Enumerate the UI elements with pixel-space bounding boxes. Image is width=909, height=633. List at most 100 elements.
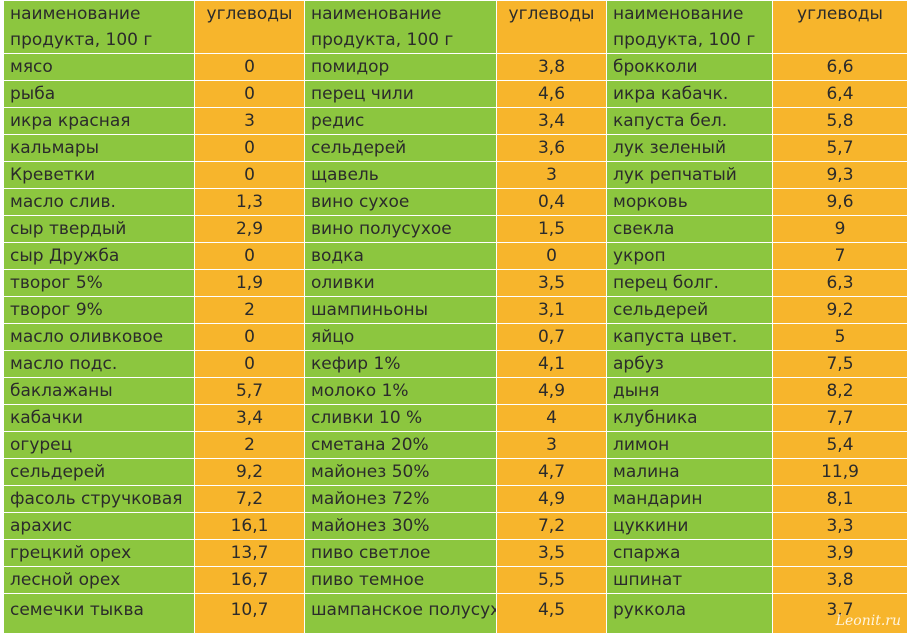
- table-row: арахис 16,1 майонез 30% 7,2 цуккини 3,3: [3, 512, 908, 540]
- product-name-cell: шампанское полусухое: [304, 593, 497, 633]
- product-name-cell: малина: [606, 458, 773, 486]
- carbs-value-cell: 8,1: [772, 485, 908, 513]
- table-row: Креветки 0 щавель 3 лук репчатый 9,3: [3, 161, 908, 189]
- table-row: мясо 0 помидор 3,8 брокколи 6,6: [3, 53, 908, 81]
- carbs-value-cell: 3,7: [772, 593, 908, 633]
- product-name-cell: лесной орех: [3, 566, 195, 594]
- product-name-cell: шампиньоны: [304, 296, 497, 324]
- product-name-cell: семечки тыква: [3, 593, 195, 633]
- carbs-value-cell: 0: [194, 323, 305, 351]
- carbs-value-cell: 3: [496, 431, 607, 459]
- carbs-value-cell: 6,4: [772, 80, 908, 108]
- carbs-value-cell: 9,2: [772, 296, 908, 324]
- carbs-value-cell: 4,5: [496, 593, 607, 633]
- table-row: масло слив. 1,3 вино сухое 0,4 морковь 9,6: [3, 188, 908, 216]
- carbs-value-cell: 2,9: [194, 215, 305, 243]
- header-product-name: наименование продукта, 100 г: [606, 0, 773, 54]
- product-name-cell: творог 9%: [3, 296, 195, 324]
- carbs-value-cell: 11,9: [772, 458, 908, 486]
- product-name-cell: икра красная: [3, 107, 195, 135]
- carbs-value-cell: 7,5: [772, 350, 908, 378]
- product-name-cell: морковь: [606, 188, 773, 216]
- product-name-cell: яйцо: [304, 323, 497, 351]
- product-name-cell: баклажаны: [3, 377, 195, 405]
- product-name-cell: спаржа: [606, 539, 773, 567]
- carbs-value-cell: 6,6: [772, 53, 908, 81]
- carbohydrate-table: наименование продукта, 100 г углеводы на…: [3, 0, 908, 633]
- carbs-value-cell: 1,5: [496, 215, 607, 243]
- product-name-cell: арахис: [3, 512, 195, 540]
- product-name-cell: пиво темное: [304, 566, 497, 594]
- carbs-value-cell: 2: [194, 296, 305, 324]
- carbs-value-cell: 5,7: [194, 377, 305, 405]
- carbs-value-cell: 7: [772, 242, 908, 270]
- product-name-cell: брокколи: [606, 53, 773, 81]
- carbs-value-cell: 4,9: [496, 485, 607, 513]
- product-name-cell: лук репчатый: [606, 161, 773, 189]
- carbs-value-cell: 5,7: [772, 134, 908, 162]
- carbs-value-cell: 5: [772, 323, 908, 351]
- product-name-cell: арбуз: [606, 350, 773, 378]
- watermark: Leonit.ru: [835, 613, 901, 629]
- product-name-cell: помидор: [304, 53, 497, 81]
- carbs-value-cell: 3,9: [772, 539, 908, 567]
- table-row: лесной орех 16,7 пиво темное 5,5 шпинат 3,8: [3, 566, 908, 594]
- product-name-cell: лимон: [606, 431, 773, 459]
- table-row: творог 9% 2 шампиньоны 3,1 сельдерей 9,2: [3, 296, 908, 324]
- header-product-name: наименование продукта, 100 г: [3, 0, 195, 54]
- product-name-cell: майонез 30%: [304, 512, 497, 540]
- product-name-cell: масло подс.: [3, 350, 195, 378]
- carbs-value-cell: 7,2: [194, 485, 305, 513]
- carbs-value-cell: 6,3: [772, 269, 908, 297]
- product-name-cell: руккола: [606, 593, 773, 633]
- carbs-value-cell: 3,5: [496, 539, 607, 567]
- table-row: масло подс. 0 кефир 1% 4,1 арбуз 7,5: [3, 350, 908, 378]
- carbs-value-cell: 9,3: [772, 161, 908, 189]
- header-carbs: углеводы: [194, 0, 305, 54]
- carbs-value-cell: 3,4: [496, 107, 607, 135]
- carbs-value-cell: 3: [496, 161, 607, 189]
- carbs-value-cell: 7,7: [772, 404, 908, 432]
- carbs-value-cell: 9: [772, 215, 908, 243]
- table-row: сыр Дружба 0 водка 0 укроп 7: [3, 242, 908, 270]
- carbs-value-cell: 0,7: [496, 323, 607, 351]
- product-name-cell: перец болг.: [606, 269, 773, 297]
- product-name-cell: свекла: [606, 215, 773, 243]
- product-name-cell: укроп: [606, 242, 773, 270]
- product-name-cell: редис: [304, 107, 497, 135]
- product-name-cell: кабачки: [3, 404, 195, 432]
- product-name-cell: шпинат: [606, 566, 773, 594]
- carbs-value-cell: 5,4: [772, 431, 908, 459]
- carbs-value-cell: 13,7: [194, 539, 305, 567]
- carbs-value-cell: 1,3: [194, 188, 305, 216]
- product-name-cell: перец чили: [304, 80, 497, 108]
- product-name-cell: сыр Дружба: [3, 242, 195, 270]
- carbs-value-cell: 16,7: [194, 566, 305, 594]
- carbs-value-cell: 3,8: [772, 566, 908, 594]
- product-name-cell: кальмары: [3, 134, 195, 162]
- carbs-value-cell: 5,8: [772, 107, 908, 135]
- carbs-value-cell: 0: [194, 350, 305, 378]
- product-name-cell: майонез 50%: [304, 458, 497, 486]
- product-name-cell: водка: [304, 242, 497, 270]
- product-name-cell: масло оливковое: [3, 323, 195, 351]
- table-row: баклажаны 5,7 молоко 1% 4,9 дыня 8,2: [3, 377, 908, 405]
- product-name-cell: огурец: [3, 431, 195, 459]
- table-row: огурец 2 сметана 20% 3 лимон 5,4: [3, 431, 908, 459]
- product-name-cell: грецкий орех: [3, 539, 195, 567]
- carbs-value-cell: 3,5: [496, 269, 607, 297]
- product-name-cell: кефир 1%: [304, 350, 497, 378]
- table-row: кальмары 0 сельдерей 3,6 лук зеленый 5,7: [3, 134, 908, 162]
- product-name-cell: клубника: [606, 404, 773, 432]
- product-name-cell: лук зеленый: [606, 134, 773, 162]
- carbs-value-cell: 16,1: [194, 512, 305, 540]
- header-carbs: углеводы: [772, 0, 908, 54]
- product-name-cell: вино полусухое: [304, 215, 497, 243]
- table-row: икра красная 3 редис 3,4 капуста бел. 5,8: [3, 107, 908, 135]
- carbs-value-cell: 1,9: [194, 269, 305, 297]
- product-name-cell: оливки: [304, 269, 497, 297]
- header-carbs: углеводы: [496, 0, 607, 54]
- carbs-value-cell: 0: [194, 242, 305, 270]
